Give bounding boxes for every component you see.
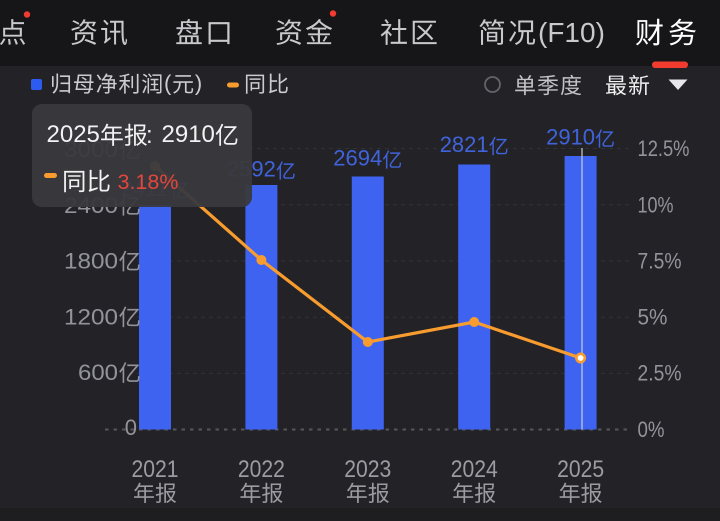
svg-text:1800: 1800 (64, 249, 118, 274)
svg-text:): ) (195, 70, 202, 95)
svg-text:10%: 10% (638, 192, 674, 217)
svg-text:2025: 2025 (557, 456, 604, 483)
svg-text:3.18%: 3.18% (118, 170, 179, 194)
svg-text:2025: 2025 (47, 121, 100, 148)
svg-text:7.5%: 7.5% (638, 249, 682, 274)
svg-text:2821: 2821 (440, 132, 489, 157)
svg-text:2022: 2022 (238, 456, 285, 483)
svg-text:2910: 2910 (546, 125, 595, 150)
svg-text:0: 0 (125, 415, 137, 440)
svg-text::: : (146, 122, 153, 149)
svg-text:2023: 2023 (344, 456, 391, 483)
svg-text:12.5%: 12.5% (638, 136, 690, 161)
svg-text:2910: 2910 (162, 121, 215, 148)
svg-text:2694: 2694 (333, 146, 382, 171)
svg-text:(F10): (F10) (538, 17, 605, 48)
svg-text:2021: 2021 (132, 456, 179, 483)
svg-text:2024: 2024 (451, 456, 498, 483)
svg-text:600: 600 (78, 360, 118, 385)
svg-text:1200: 1200 (64, 304, 118, 329)
svg-text:5%: 5% (638, 305, 668, 330)
svg-text:(: ( (164, 70, 172, 95)
svg-text:2.5%: 2.5% (638, 361, 682, 386)
svg-text:0%: 0% (638, 417, 665, 442)
